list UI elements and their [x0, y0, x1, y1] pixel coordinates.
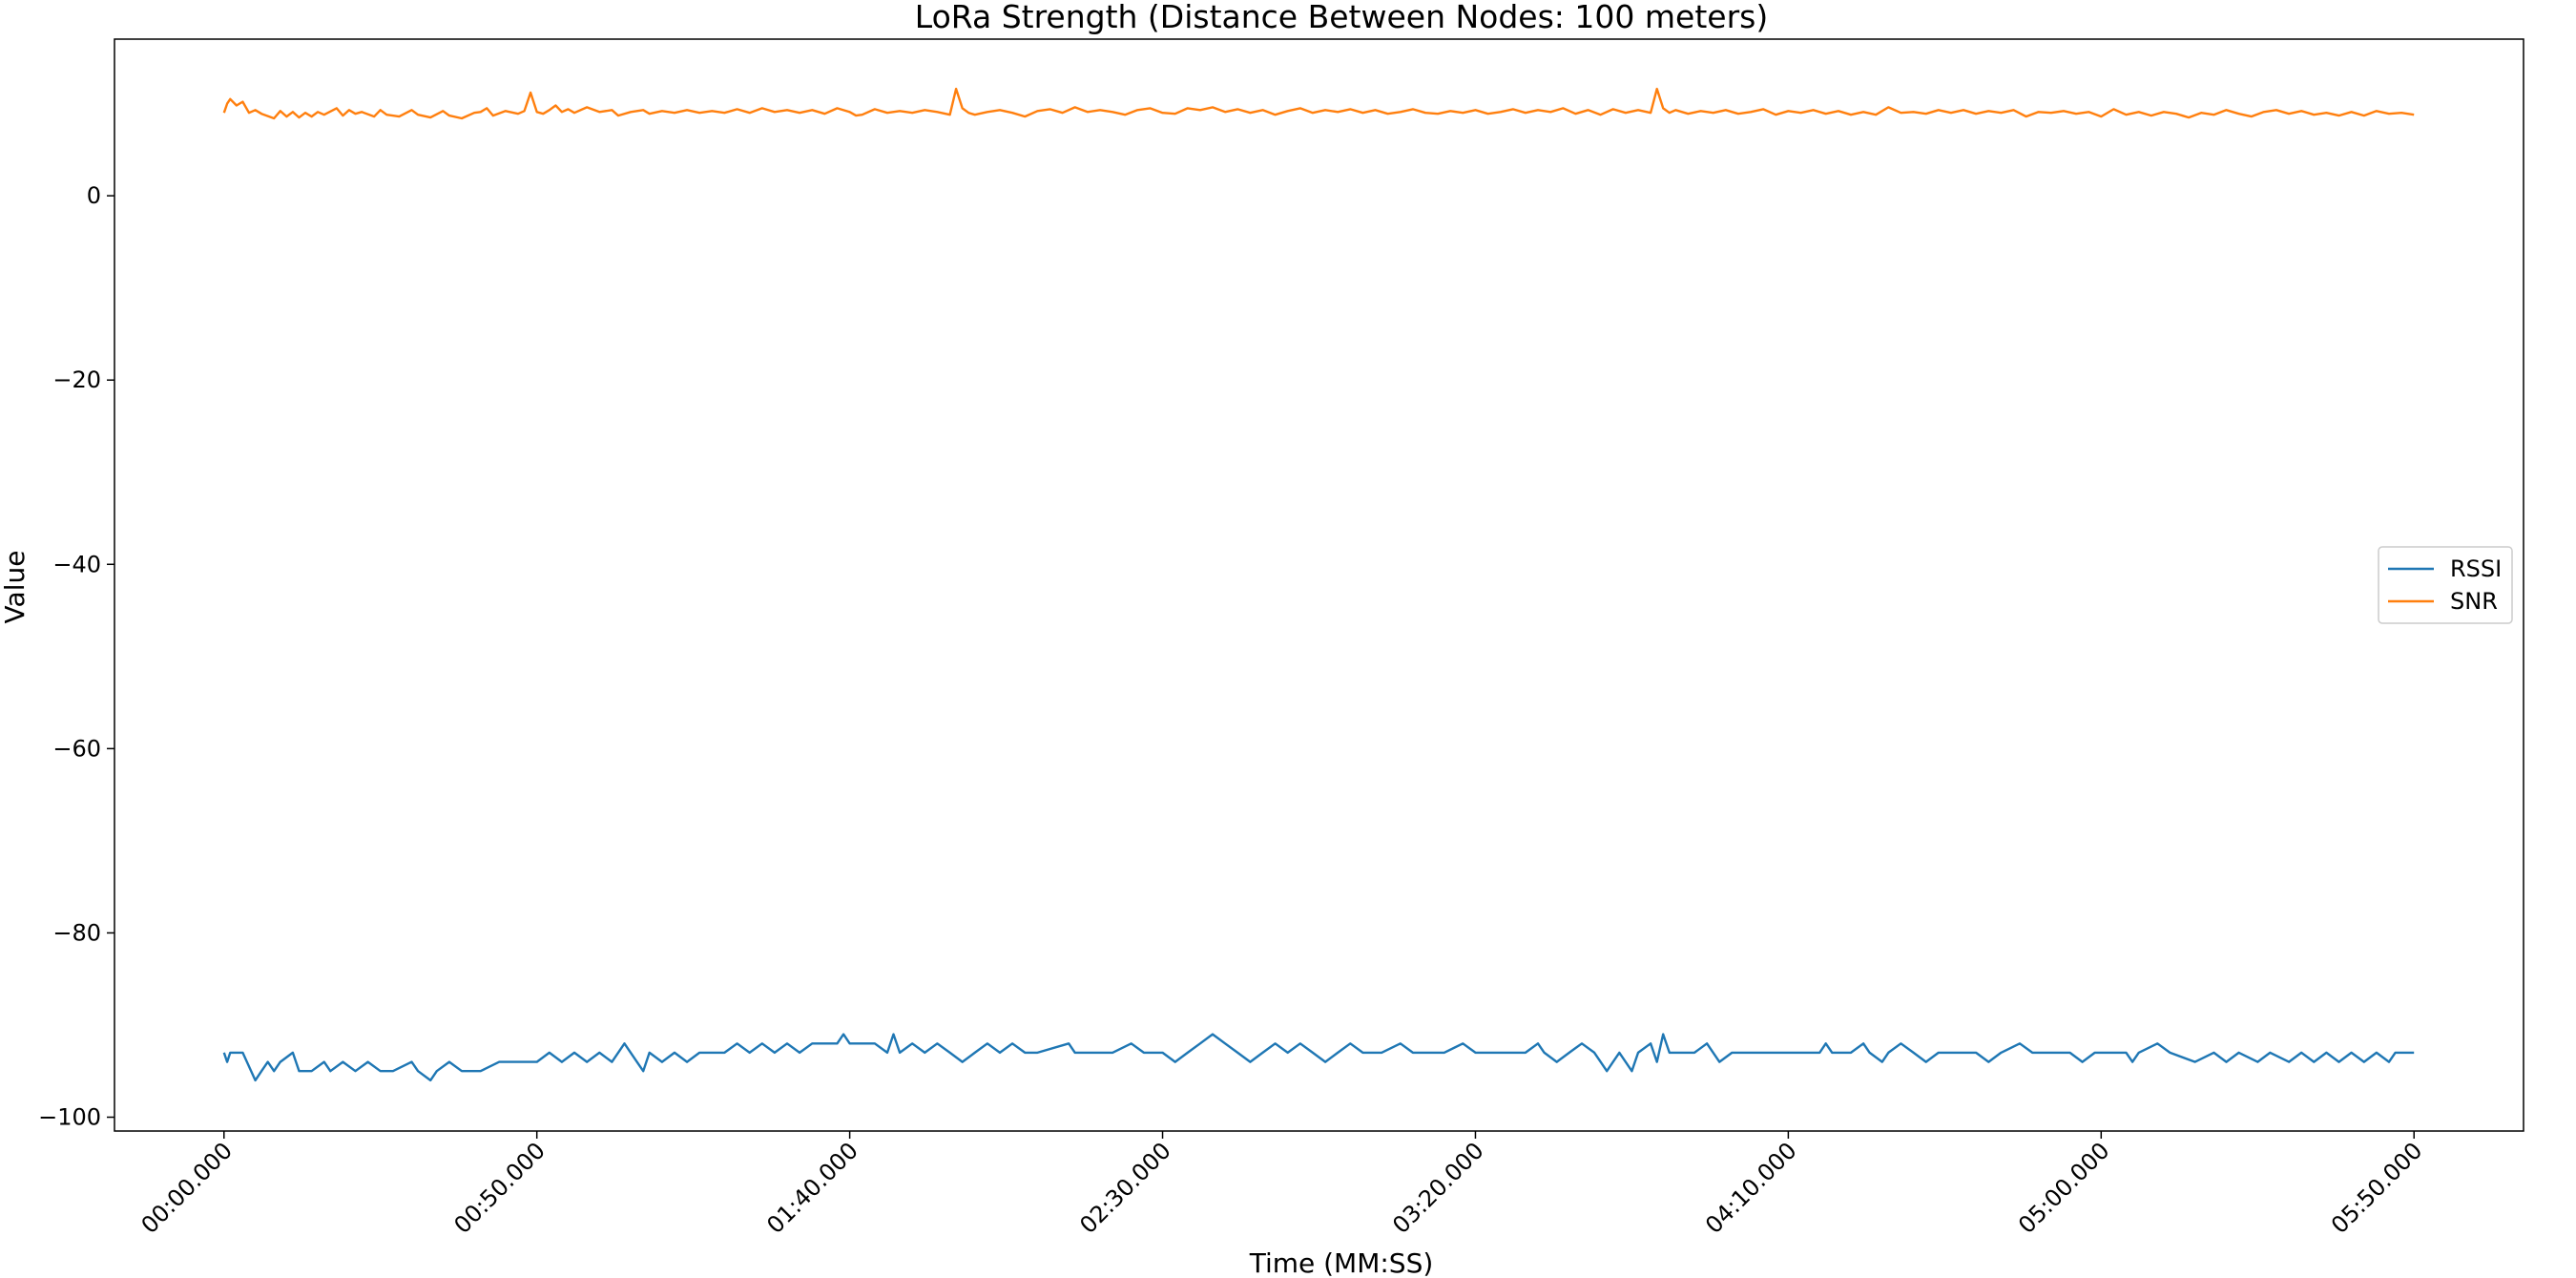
series-line-snr — [222, 87, 2415, 120]
x-tick-label: 00:00.000 — [136, 1137, 238, 1238]
y-tick-label: −40 — [52, 551, 101, 577]
y-tick-label: 0 — [87, 182, 101, 209]
x-axis: 00:00.000 00:50.000 01:40.000 02:30.000 03:2… — [136, 1131, 2427, 1239]
x-tick-label: 03:20.000 — [1387, 1137, 1488, 1238]
plot-frame — [114, 38, 2524, 1132]
x-tick-label: 01:40.000 — [761, 1137, 862, 1238]
y-tick-label: −100 — [38, 1104, 101, 1131]
x-tick-label: 04:10.000 — [1700, 1137, 1801, 1238]
series-line-rssi — [222, 1033, 2415, 1082]
x-tick-label: 00:50.000 — [448, 1137, 550, 1238]
x-axis-title: Time (MM:SS) — [1249, 1247, 1434, 1278]
x-tick-label: 05:50.000 — [2326, 1137, 2427, 1238]
y-axis-title: Value — [0, 551, 31, 624]
x-tick-label: 05:00.000 — [2013, 1137, 2114, 1238]
legend-label-snr: SNR — [2450, 588, 2498, 615]
y-tick-label: −80 — [52, 919, 101, 946]
x-tick-label: 02:30.000 — [1074, 1137, 1175, 1238]
chart-title: LoRa Strength (Distance Between Nodes: 1… — [915, 0, 1768, 35]
legend-box — [2378, 546, 2513, 624]
y-tick-label: −60 — [52, 735, 101, 762]
y-axis: −100 −80 −60 −40 −20 0 — [38, 182, 114, 1131]
y-tick-label: −20 — [52, 367, 101, 393]
legend: RSSI SNR — [2378, 546, 2513, 624]
plot-area — [222, 87, 2415, 1082]
legend-label-rssi: RSSI — [2450, 555, 2502, 582]
